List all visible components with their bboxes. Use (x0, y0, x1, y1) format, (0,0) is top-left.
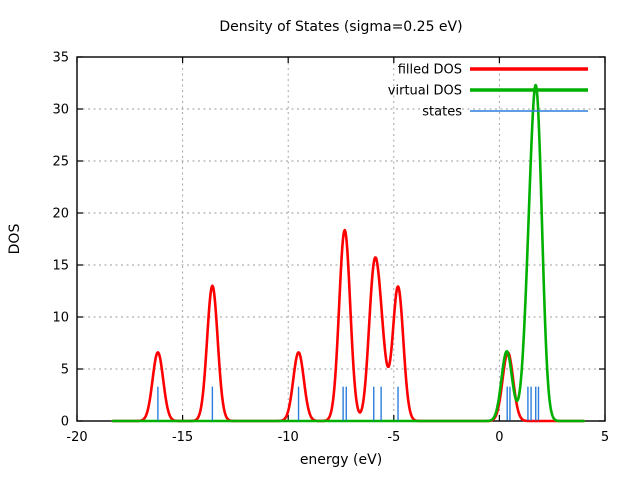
y-tick-label: 0 (61, 415, 69, 430)
x-tick-label: -20 (66, 430, 87, 445)
legend-item-virtual_dos: virtual DOS (388, 84, 588, 99)
y-tick-label: 15 (52, 259, 69, 274)
x-tick-label: 5 (601, 430, 609, 445)
x-tick-label: -5 (387, 430, 400, 445)
legend-item-states: states (422, 105, 588, 120)
x-tick-label: 0 (495, 430, 503, 445)
curve-virtual_dos (111, 83, 585, 423)
legend-label-filled_dos: filled DOS (398, 63, 462, 78)
ticks-layer: -20 -15 -10 -5 0 5 0 5 10 15 20 25 30 35 (52, 51, 609, 446)
x-tick-label: -15 (172, 430, 193, 445)
y-tick-label: 35 (52, 51, 69, 66)
y-tick-label: 5 (61, 363, 69, 378)
legend: filled DOS virtual DOS states (388, 63, 588, 120)
y-tick-label: 25 (52, 155, 69, 170)
x-tick-label: -10 (278, 430, 299, 445)
series-layer (111, 83, 585, 423)
y-axis-label: DOS (7, 224, 23, 255)
grid-layer (77, 57, 605, 421)
chart-title: Density of States (sigma=0.25 eV) (219, 19, 462, 35)
x-axis-label: energy (eV) (300, 452, 382, 468)
y-tick-label: 30 (52, 103, 69, 118)
legend-label-states: states (422, 105, 462, 120)
y-tick-label: 10 (52, 311, 69, 326)
legend-label-virtual_dos: virtual DOS (388, 84, 462, 99)
legend-item-filled_dos: filled DOS (398, 63, 588, 78)
y-tick-label: 20 (52, 207, 69, 222)
